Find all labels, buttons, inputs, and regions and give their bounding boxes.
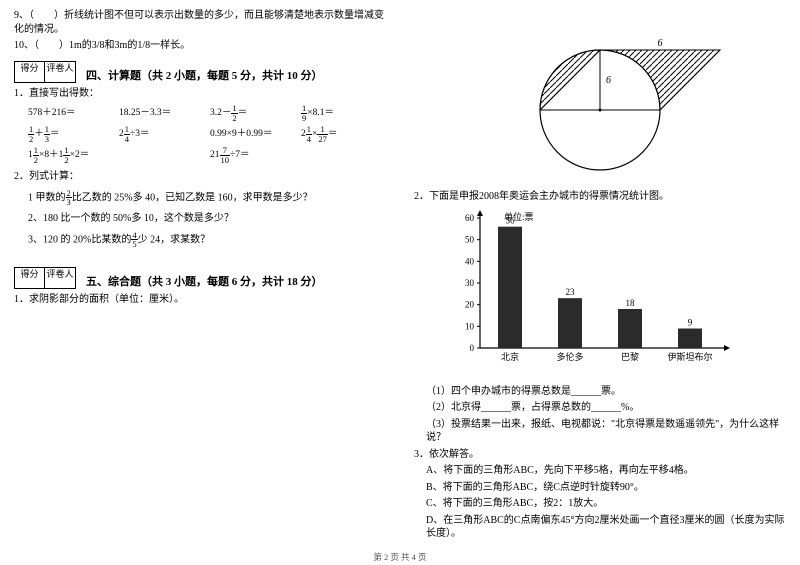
svg-text:0: 0 <box>470 343 475 353</box>
calc-cell: 214÷3＝ <box>119 125 204 143</box>
svg-text:56: 56 <box>506 215 516 225</box>
svg-text:40: 40 <box>465 256 475 266</box>
svg-text:20: 20 <box>465 299 475 309</box>
question-9: 9、（ ）折线统计图不但可以表示出数量的多少，而且能够清楚地表示数量增减变化的情… <box>14 9 386 36</box>
bar-chart: 单位:票010203040506056北京23多伦多18巴黎9伊斯坦布尔 <box>444 208 786 381</box>
q3-c: C、将下面的三角形ABC，按2：1放大。 <box>426 497 786 511</box>
svg-text:10: 10 <box>465 321 475 331</box>
calc-cell: 112×8＋112×2＝ <box>28 146 113 164</box>
score-cell-grader: 评卷人 <box>45 268 75 288</box>
section-4-title: 四、计算题（共 2 小题，每题 5 分，共计 10 分） <box>86 67 323 83</box>
chart-sub3: （3）投票结果一出来，报纸、电视都说："北京得票是数遥遥领先"，为什么这样说？ <box>426 418 786 445</box>
calc-cell <box>301 146 386 164</box>
svg-text:6: 6 <box>658 38 663 49</box>
svg-text:伊斯坦布尔: 伊斯坦布尔 <box>667 351 712 362</box>
comp-q1: 1．求阴影部分的面积（单位：厘米）。 <box>14 293 386 307</box>
svg-text:30: 30 <box>465 278 475 288</box>
section-5-header: 得分 评卷人 五、综合题（共 3 小题，每题 6 分，共计 18 分） <box>14 267 386 289</box>
chart-sub1: （1）四个申办城市的得票总数是______票。 <box>426 385 786 399</box>
q3-a: A、将下面的三角形ABC，先向下平移5格，再向左平移4格。 <box>426 464 786 478</box>
calc-cell: 19×8.1＝ <box>301 104 386 122</box>
list-q1: 1 甲数的23比乙数的 25%多 40，已知乙数是 160，求甲数是多少？ <box>28 189 386 207</box>
calc-grid: 578＋216＝ 18.25－3.3＝ 3.2－12＝ 19×8.1＝ 12＋1… <box>28 104 386 164</box>
page-footer: 第 2 页 共 4 页 <box>0 551 800 563</box>
q3-intro: 3．依次解答。 <box>414 448 786 462</box>
svg-text:18: 18 <box>626 298 636 308</box>
svg-text:9: 9 <box>688 317 693 327</box>
list-intro: 2．列式计算： <box>14 170 386 184</box>
calc-cell: 0.99×9＋0.99＝ <box>210 125 295 143</box>
q3-b: B、将下面的三角形ABC，绕C点逆时针旋转90°。 <box>426 481 786 495</box>
list-q2: 2、180 比一个数的 50%多 10，这个数是多少？ <box>28 212 386 226</box>
calc-cell: 578＋216＝ <box>28 104 113 122</box>
calc-cell: 18.25－3.3＝ <box>119 104 204 122</box>
score-box: 得分 评卷人 <box>14 267 76 289</box>
question-10: 10、（ ）1m的3/8和3m的1/8一样长。 <box>14 39 386 53</box>
chart-intro: 2．下面是申报2008年奥运会主办城市的得票情况统计图。 <box>414 190 786 204</box>
shaded-diagram: 66 <box>414 10 786 180</box>
svg-text:6: 6 <box>606 75 611 86</box>
section-4-header: 得分 评卷人 四、计算题（共 2 小题，每题 5 分，共计 10 分） <box>14 61 386 83</box>
calc-cell: 214×127＝ <box>301 125 386 143</box>
list-q3: 3、120 的 20%比某数的45少 24，求某数？ <box>28 231 386 249</box>
svg-text:北京: 北京 <box>501 351 519 362</box>
score-cell-score: 得分 <box>15 62 45 82</box>
score-box: 得分 评卷人 <box>14 61 76 83</box>
svg-text:多伦多: 多伦多 <box>556 351 583 362</box>
chart-sub2: （2）北京得______票，占得票总数的______%。 <box>426 401 786 415</box>
calc-cell: 3.2－12＝ <box>210 104 295 122</box>
calc-cell: 21710÷7＝ <box>210 146 295 164</box>
score-cell-score: 得分 <box>15 268 45 288</box>
calc-cell <box>119 146 204 164</box>
svg-text:50: 50 <box>465 234 475 244</box>
section-5-title: 五、综合题（共 3 小题，每题 6 分，共计 18 分） <box>86 273 323 289</box>
svg-text:60: 60 <box>465 213 475 223</box>
calc-intro: 1．直接写出得数： <box>14 87 386 101</box>
calc-cell: 12＋13＝ <box>28 125 113 143</box>
svg-text:巴黎: 巴黎 <box>621 351 639 362</box>
score-cell-grader: 评卷人 <box>45 62 75 82</box>
q3-d: D、在三角形ABC的C点南偏东45°方向2厘米处画一个直径3厘米的圆（长度为实际… <box>426 514 786 541</box>
svg-text:23: 23 <box>566 287 576 297</box>
